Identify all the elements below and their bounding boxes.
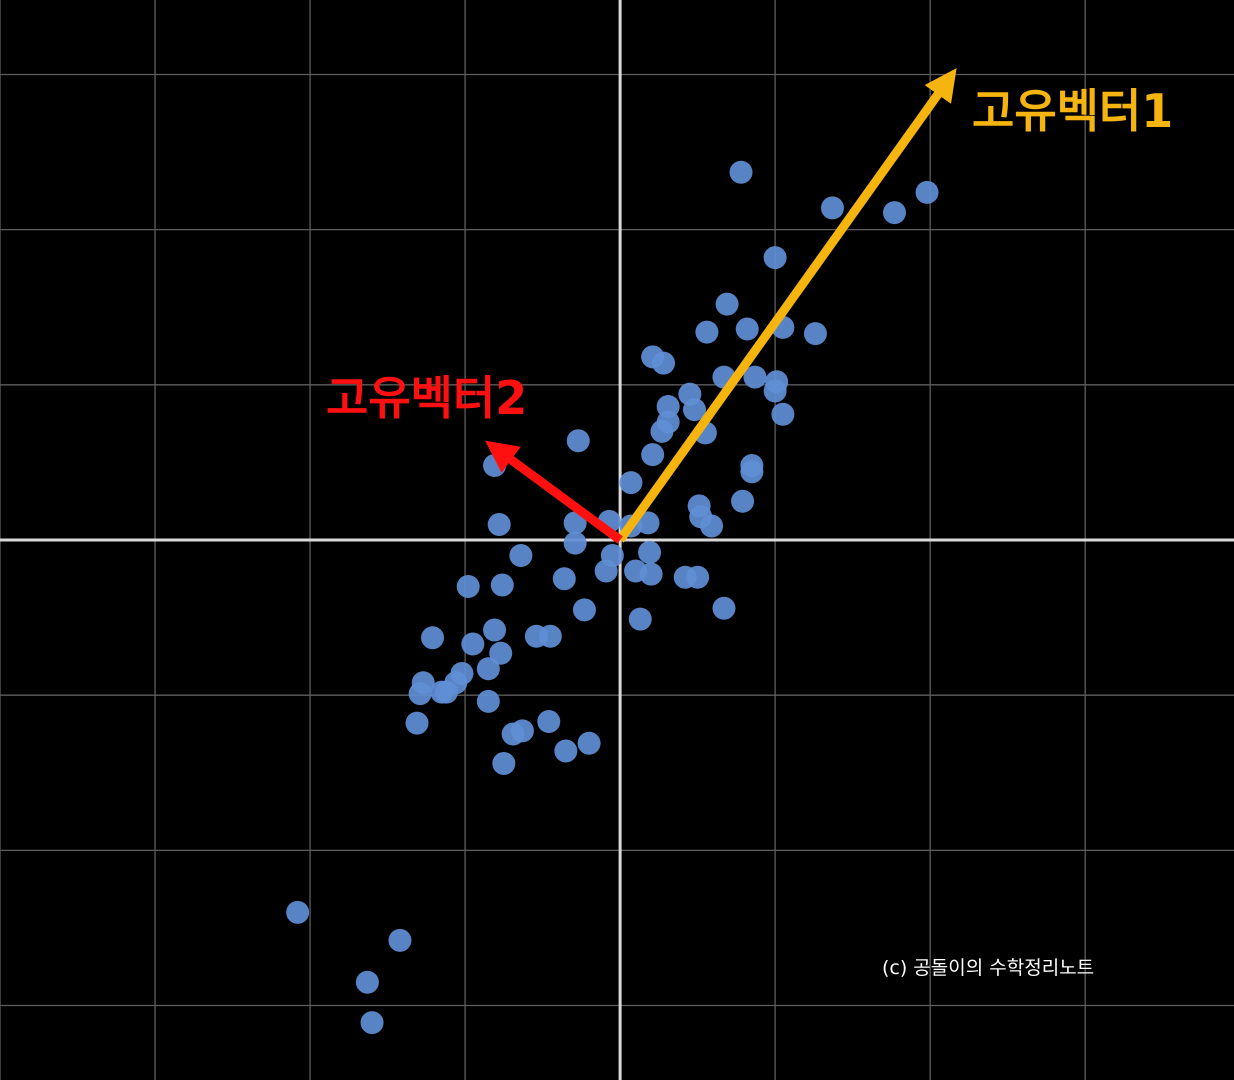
- data-point: [566, 429, 590, 453]
- data-point: [731, 489, 755, 513]
- data-point: [628, 607, 652, 631]
- data-point: [687, 494, 711, 518]
- data-point: [563, 511, 587, 535]
- data-point: [712, 596, 736, 620]
- data-point: [461, 632, 485, 656]
- data-point: [487, 512, 511, 536]
- data-point: [421, 626, 445, 650]
- data-point: [577, 731, 601, 755]
- data-point: [492, 751, 516, 775]
- data-point: [594, 559, 618, 583]
- data-point: [743, 365, 767, 389]
- data-point: [572, 598, 596, 622]
- data-point: [552, 567, 576, 591]
- data-point: [763, 379, 787, 403]
- data-point: [509, 544, 533, 568]
- data-point: [537, 710, 561, 734]
- data-point: [695, 320, 719, 344]
- data-point: [641, 443, 665, 467]
- data-point: [729, 160, 753, 184]
- eigenvector-2-arrow: [485, 440, 623, 544]
- data-point: [355, 970, 379, 994]
- data-point: [683, 398, 707, 422]
- data-point: [763, 246, 787, 270]
- credit-text: (c) 공돌이의 수학정리노트: [882, 957, 1094, 979]
- data-point: [538, 624, 562, 648]
- data-point: [686, 565, 710, 589]
- data-point: [476, 689, 500, 713]
- data-point: [650, 419, 674, 443]
- data-point: [700, 514, 724, 538]
- data-points: [286, 160, 939, 1035]
- data-point: [882, 201, 906, 225]
- data-point: [771, 402, 795, 426]
- data-point: [554, 739, 578, 763]
- data-point: [483, 618, 507, 642]
- data-point: [638, 540, 662, 564]
- data-point: [360, 1011, 384, 1035]
- data-point: [563, 531, 587, 555]
- data-point: [490, 573, 514, 597]
- data-point: [636, 511, 660, 535]
- data-point: [652, 351, 676, 375]
- data-point: [624, 559, 648, 583]
- eigenvector-1-arrow: [616, 68, 957, 543]
- data-point: [735, 317, 759, 341]
- data-point: [803, 322, 827, 346]
- eigenvectors: [485, 68, 957, 544]
- eigenvector-1-label: 고유벡터1: [972, 84, 1173, 138]
- data-point: [476, 657, 500, 681]
- data-point: [286, 900, 310, 924]
- data-point: [915, 180, 939, 204]
- data-point: [740, 460, 764, 484]
- data-point: [405, 711, 429, 735]
- data-point: [456, 575, 480, 599]
- data-point: [430, 680, 454, 704]
- data-point: [408, 682, 432, 706]
- data-point: [501, 722, 525, 746]
- data-point: [489, 641, 513, 665]
- eigenvector-2-label: 고유벡터2: [326, 371, 527, 425]
- data-point: [715, 292, 739, 316]
- data-point: [619, 471, 643, 495]
- data-point: [820, 196, 844, 220]
- data-point: [388, 928, 412, 952]
